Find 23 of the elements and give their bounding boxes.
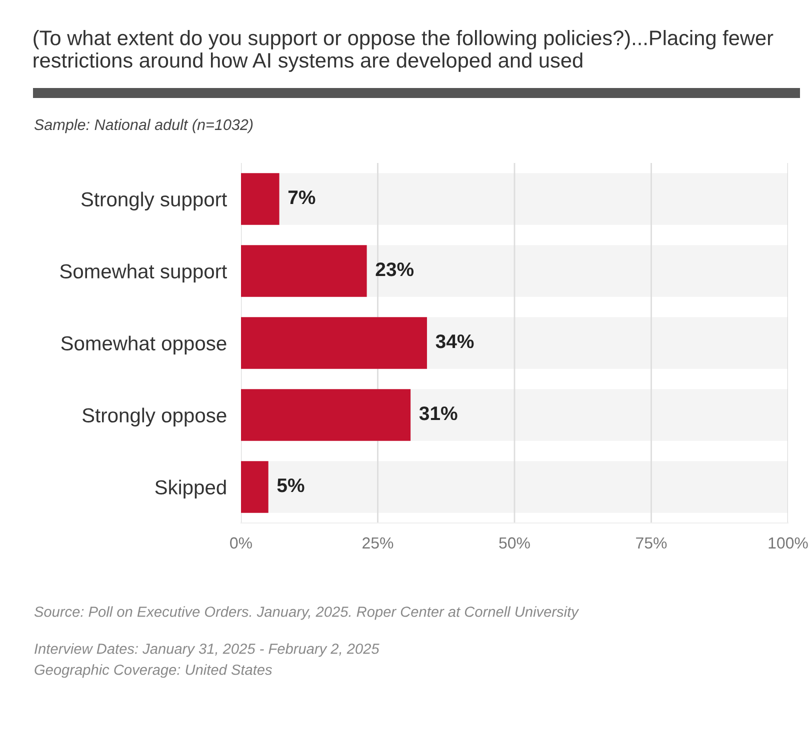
data-label: 34% (436, 334, 474, 348)
y-tick-label: Strongly oppose (82, 408, 226, 426)
bar (241, 245, 367, 297)
y-tick-label: Somewhat support (60, 264, 227, 282)
data-label: 5% (277, 478, 304, 492)
y-tick-label: Strongly support (81, 192, 227, 210)
x-tick-label: 0% (230, 537, 252, 549)
text: Interview Dates: January 31, 2025 - February 2, 2025 (34, 643, 380, 657)
x-tick-label: 50% (499, 537, 530, 549)
data-label: 31% (419, 406, 458, 420)
bar (241, 461, 268, 513)
source-note: Source: Poll on Executive Orders. January, 2025. Roper Center at Cornell University (34, 606, 580, 620)
y-tick-label: Somewhat oppose (61, 336, 226, 354)
data-label: 23% (376, 262, 414, 276)
y-tick-label: Skipped (155, 480, 226, 498)
x-tick-label: 75% (636, 537, 667, 549)
x-tick-label: 25% (362, 537, 394, 549)
chart-title: (To what extent do you support or oppose the following policies?)...Placing fewer restrictions around how AI systems are developed and used (34, 30, 774, 72)
data-label: 7% (288, 190, 316, 204)
x-tick-label: 100% (768, 537, 808, 549)
chart-subtitle: Sample: National adult (n=1032) (34, 118, 253, 134)
bar (241, 173, 280, 225)
text: Geographic Coverage: United States (34, 664, 272, 678)
